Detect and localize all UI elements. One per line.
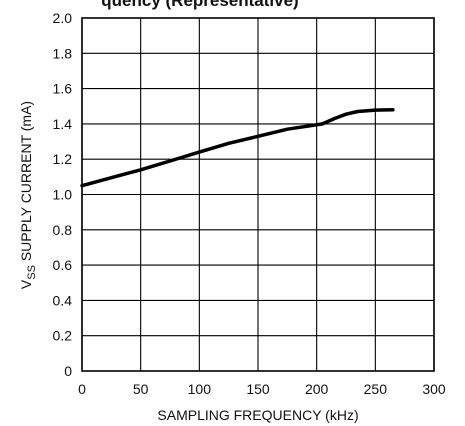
x-axis-label: SAMPLING FREQUENCY (kHz)	[157, 407, 358, 423]
y-tick-labels: 0 0.2 0.4 0.6 0.8 1.0 1.2 1.4 1.6 1.8 2.0	[53, 10, 73, 379]
y-axis-label-subscript: SS	[26, 265, 38, 280]
y-tick-label: 1.8	[53, 45, 73, 61]
y-tick-label: 2.0	[53, 10, 73, 26]
x-tick-label: 250	[364, 381, 388, 397]
x-tick-label: 100	[188, 381, 212, 397]
y-tick-label: 1.2	[53, 151, 73, 167]
plot-frame	[81, 17, 435, 372]
y-tick-label: 0.2	[53, 328, 73, 344]
x-tick-label: 300	[422, 381, 446, 397]
y-tick-label: 1.4	[53, 116, 73, 132]
y-axis-label: VSS SUPPLY CURRENT (mA)	[18, 101, 38, 289]
x-tick-label: 0	[78, 381, 86, 397]
y-tick-label: 0.4	[53, 292, 73, 308]
y-tick-label: 0.6	[53, 257, 73, 273]
y-axis-label-suffix: SUPPLY CURRENT (mA)	[18, 101, 34, 265]
y-tick-label: 0	[64, 363, 72, 379]
y-tick-label: 1.6	[53, 81, 73, 97]
x-tick-labels: 0 50 100 150 200 250 300	[78, 381, 446, 397]
y-tick-label: 1.0	[53, 187, 73, 203]
x-tick-label: 200	[305, 381, 329, 397]
series-line	[80, 108, 395, 188]
x-tick-label: 150	[246, 381, 270, 397]
chart-title: quency (Representative)	[101, 0, 298, 10]
grid	[81, 17, 435, 372]
y-axis-label-prefix: V	[18, 279, 34, 289]
x-tick-label: 50	[133, 381, 149, 397]
y-tick-label: 0.8	[53, 222, 73, 238]
